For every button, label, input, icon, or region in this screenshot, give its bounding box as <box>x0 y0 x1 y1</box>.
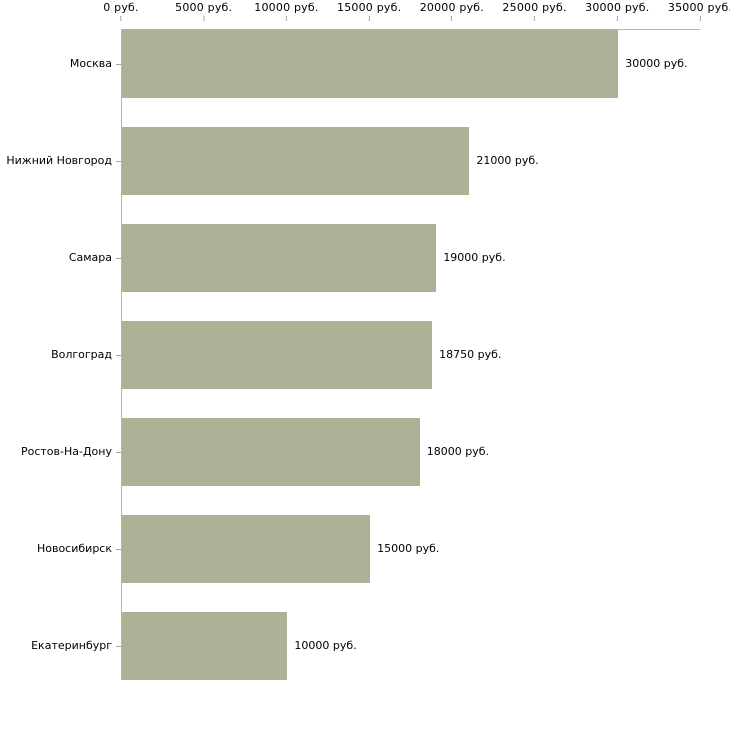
x-axis-tick-label: 10000 руб. <box>254 1 319 14</box>
x-axis-tick: 20000 руб. <box>420 0 484 21</box>
bar-value-label: 10000 руб. <box>294 639 357 652</box>
category-label: Екатеринбург <box>31 639 112 652</box>
bar[interactable] <box>122 612 288 680</box>
y-axis-line <box>121 29 122 680</box>
x-axis-tick: 35000 руб. <box>668 0 730 21</box>
bar[interactable] <box>122 30 619 98</box>
x-axis-tick-mark <box>285 16 287 21</box>
category-label: Ростов-На-Дону <box>20 445 112 458</box>
bar-value-label: 21000 руб. <box>476 154 539 167</box>
bar[interactable] <box>122 515 371 583</box>
x-axis-tick-mark <box>616 16 618 21</box>
bar[interactable] <box>122 418 420 486</box>
x-axis-tick: 10000 руб. <box>254 0 318 21</box>
category-label: Москва <box>69 57 112 70</box>
category-label: Волгоград <box>51 348 112 361</box>
x-axis-tick-label: 20000 руб. <box>419 1 484 14</box>
x-axis-tick-label: 5000 руб. <box>175 1 233 14</box>
bar-value-label: 19000 руб. <box>443 251 506 264</box>
category-tick-mark <box>116 161 121 162</box>
x-axis-tick: 0 руб. <box>103 0 139 21</box>
x-axis-tick: 25000 руб. <box>502 0 566 21</box>
x-axis-tick: 5000 руб. <box>175 0 232 21</box>
category-tick-mark <box>116 258 121 259</box>
x-axis-tick-label: 35000 руб. <box>667 1 730 14</box>
x-axis-tick-mark <box>534 16 536 21</box>
category-tick-mark <box>116 646 121 647</box>
x-axis-tick: 15000 руб. <box>337 0 401 21</box>
category-label: Новосибирск <box>36 542 112 555</box>
bar-value-label: 30000 руб. <box>625 57 688 70</box>
x-axis-tick-mark <box>203 16 205 21</box>
x-axis-tick-mark <box>451 16 453 21</box>
x-axis-tick: 30000 руб. <box>585 0 649 21</box>
x-axis-tick-label: 30000 руб. <box>585 1 650 14</box>
category-tick-mark <box>116 64 121 65</box>
bar-value-label: 15000 руб. <box>377 542 440 555</box>
category-label: Самара <box>68 251 112 264</box>
x-axis-tick-label: 15000 руб. <box>337 1 402 14</box>
x-axis-tick-label: 0 руб. <box>103 1 139 14</box>
x-axis-tick-mark <box>699 16 701 21</box>
x-axis-tick-label: 25000 руб. <box>502 1 567 14</box>
bar[interactable] <box>122 321 433 389</box>
bar[interactable] <box>122 127 470 195</box>
x-axis: 0 руб. 5000 руб. 10000 руб. 15000 руб. 20000… <box>0 0 730 32</box>
category-tick-mark <box>116 355 121 356</box>
x-axis-tick-mark <box>368 16 370 21</box>
category-tick-mark <box>116 452 121 453</box>
category-label: Нижний Новгород <box>6 154 112 167</box>
bar[interactable] <box>122 224 437 292</box>
x-axis-line <box>121 29 700 30</box>
x-axis-tick-mark <box>120 16 122 21</box>
category-tick-mark <box>116 549 121 550</box>
bar-value-label: 18000 руб. <box>426 445 490 458</box>
bar-value-label: 18750 руб. <box>439 348 502 361</box>
